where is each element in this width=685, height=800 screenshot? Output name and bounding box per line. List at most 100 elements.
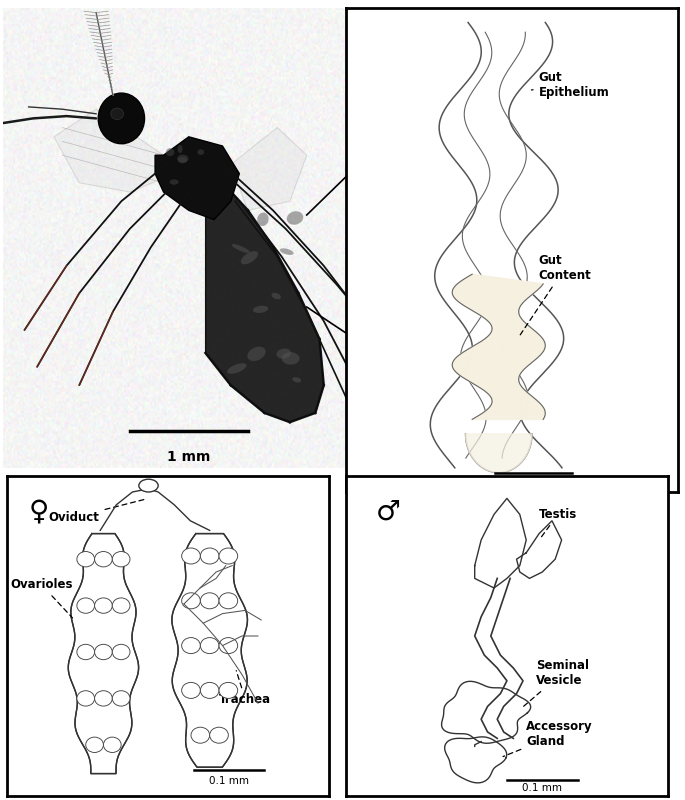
Polygon shape	[486, 393, 530, 395]
Polygon shape	[478, 386, 524, 390]
Polygon shape	[452, 366, 524, 370]
Ellipse shape	[191, 727, 210, 743]
Polygon shape	[475, 344, 545, 350]
Polygon shape	[491, 331, 542, 338]
Polygon shape	[456, 358, 533, 362]
Polygon shape	[488, 335, 545, 342]
Polygon shape	[458, 374, 519, 378]
Ellipse shape	[241, 251, 258, 264]
Polygon shape	[452, 366, 524, 370]
Ellipse shape	[77, 644, 95, 660]
Ellipse shape	[232, 244, 249, 253]
Polygon shape	[469, 382, 520, 385]
Polygon shape	[465, 306, 519, 314]
Polygon shape	[467, 276, 542, 286]
Polygon shape	[484, 411, 545, 413]
Polygon shape	[491, 398, 536, 400]
Polygon shape	[490, 406, 543, 407]
Ellipse shape	[112, 551, 130, 567]
Ellipse shape	[219, 593, 238, 609]
Ellipse shape	[200, 682, 219, 698]
Polygon shape	[489, 334, 544, 341]
Polygon shape	[466, 434, 532, 473]
Polygon shape	[481, 316, 526, 323]
Ellipse shape	[227, 363, 247, 374]
Polygon shape	[490, 334, 543, 340]
Polygon shape	[488, 408, 545, 409]
Polygon shape	[455, 286, 532, 295]
Ellipse shape	[182, 682, 200, 698]
Polygon shape	[473, 346, 544, 351]
Ellipse shape	[253, 306, 269, 313]
Polygon shape	[459, 375, 519, 378]
Polygon shape	[486, 392, 530, 394]
Ellipse shape	[111, 108, 123, 119]
Polygon shape	[484, 318, 528, 326]
Polygon shape	[459, 354, 536, 359]
Polygon shape	[479, 387, 525, 390]
Text: 0.1 mm: 0.1 mm	[514, 479, 553, 490]
Ellipse shape	[177, 145, 183, 153]
Polygon shape	[453, 367, 523, 371]
Polygon shape	[206, 169, 323, 422]
Polygon shape	[467, 308, 520, 316]
Polygon shape	[476, 417, 545, 418]
Polygon shape	[463, 305, 519, 313]
Polygon shape	[452, 364, 526, 368]
Polygon shape	[460, 281, 538, 290]
Polygon shape	[466, 277, 541, 287]
Polygon shape	[486, 410, 545, 411]
Polygon shape	[453, 296, 521, 305]
Polygon shape	[484, 338, 545, 345]
Ellipse shape	[277, 349, 291, 358]
Polygon shape	[490, 405, 543, 406]
Polygon shape	[453, 295, 522, 304]
Polygon shape	[452, 293, 524, 302]
Polygon shape	[466, 379, 519, 382]
Polygon shape	[479, 315, 525, 322]
Polygon shape	[488, 394, 532, 396]
Polygon shape	[473, 310, 521, 318]
Polygon shape	[469, 348, 543, 354]
Polygon shape	[488, 321, 532, 328]
Ellipse shape	[95, 598, 112, 614]
Polygon shape	[455, 370, 521, 374]
Polygon shape	[453, 367, 523, 372]
Polygon shape	[463, 378, 519, 382]
Polygon shape	[488, 393, 531, 395]
Text: Ovarioles: Ovarioles	[10, 578, 73, 618]
Polygon shape	[483, 390, 527, 392]
Polygon shape	[482, 389, 526, 391]
Polygon shape	[454, 359, 531, 364]
Ellipse shape	[287, 211, 303, 225]
Text: 0.1 mm: 0.1 mm	[209, 776, 249, 786]
Polygon shape	[492, 400, 538, 402]
Polygon shape	[473, 384, 522, 386]
Polygon shape	[453, 361, 529, 366]
Polygon shape	[231, 127, 307, 210]
Ellipse shape	[77, 551, 95, 567]
Polygon shape	[454, 370, 521, 374]
Polygon shape	[461, 353, 538, 358]
Polygon shape	[492, 330, 541, 337]
Polygon shape	[479, 342, 545, 348]
Polygon shape	[488, 322, 532, 329]
Polygon shape	[452, 365, 525, 369]
Polygon shape	[468, 349, 542, 354]
Polygon shape	[477, 343, 545, 350]
Polygon shape	[516, 521, 562, 578]
Polygon shape	[442, 682, 531, 743]
Ellipse shape	[282, 352, 299, 365]
Polygon shape	[491, 325, 536, 331]
Polygon shape	[492, 402, 540, 404]
Polygon shape	[462, 352, 538, 358]
Text: Testis: Testis	[539, 508, 577, 538]
Polygon shape	[492, 329, 540, 336]
Polygon shape	[454, 298, 521, 306]
Ellipse shape	[112, 598, 130, 614]
Polygon shape	[476, 313, 523, 321]
Polygon shape	[458, 282, 536, 292]
Polygon shape	[462, 377, 519, 381]
Text: 0.1 mm: 0.1 mm	[523, 782, 562, 793]
Ellipse shape	[86, 737, 103, 753]
